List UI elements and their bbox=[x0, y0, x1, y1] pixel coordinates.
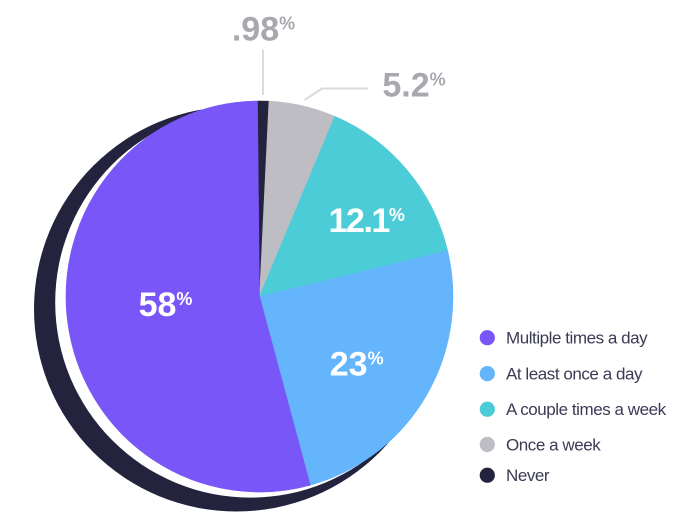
svg-text:Once a week: Once a week bbox=[506, 435, 601, 454]
svg-text:Never: Never bbox=[506, 466, 550, 485]
svg-text:At least once a day: At least once a day bbox=[506, 365, 643, 384]
svg-text:.98%: .98% bbox=[232, 11, 295, 49]
svg-text:A couple times a week: A couple times a week bbox=[506, 400, 667, 419]
svg-text:Multiple times a day: Multiple times a day bbox=[506, 329, 648, 348]
svg-text:5.2%: 5.2% bbox=[382, 66, 445, 104]
